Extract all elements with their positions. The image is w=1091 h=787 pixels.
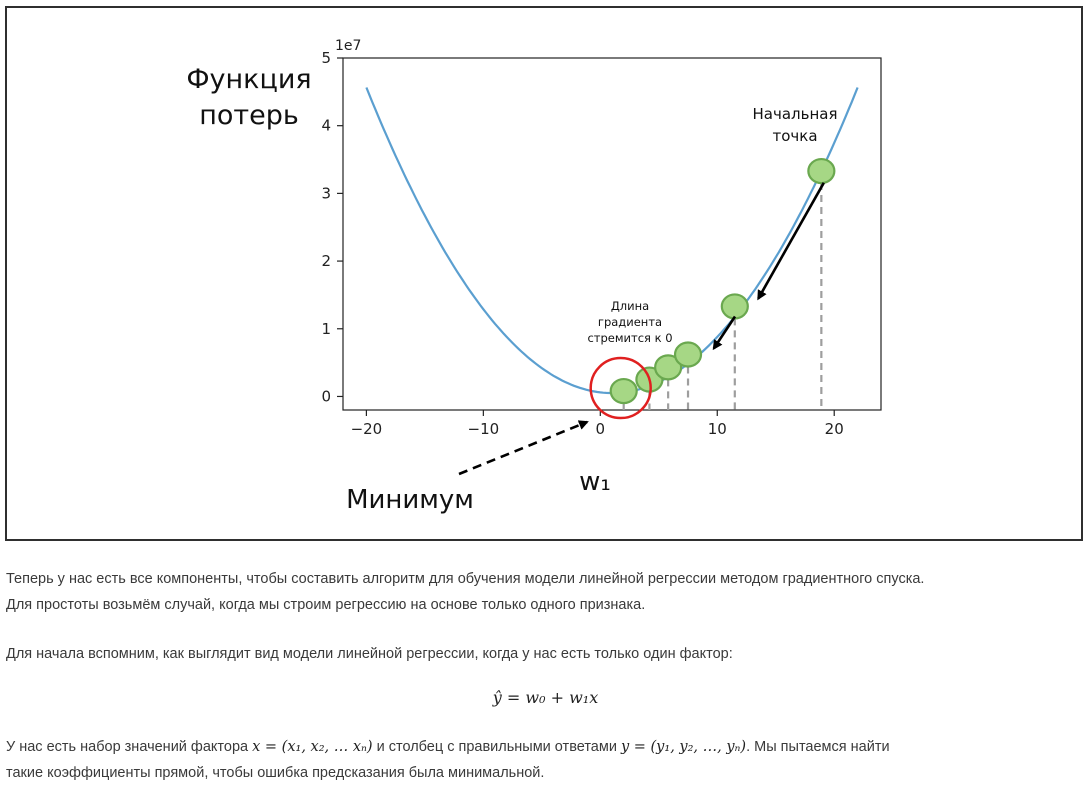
regression-formula: ŷ = w₀ + w₁x [492,688,599,707]
descent-point [807,157,836,185]
paragraph-2-line: Для начала вспомним, как выглядит вид мо… [6,646,733,662]
x-tick-label: 0 [596,420,606,438]
paragraph-3-text-a: У нас есть набор значений фактора [6,739,253,755]
descent-step-arrow [712,315,737,351]
y-tick-label: 2 [321,252,331,270]
descent-point [609,377,638,405]
y-tick-label: 3 [321,184,331,202]
y-tick-label: 0 [321,387,331,405]
figure-frame: −20 −10 0 10 20 0 1 2 3 4 5 1e7 Функция потерь w₁ … [5,6,1083,541]
y-axis-label-line1: Функция [186,64,311,95]
paragraph-3-line-1: У нас есть набор значений фактора x = (x… [6,734,890,760]
minimum-highlight-circle [589,356,652,420]
x-axis-label: w₁ [579,467,611,497]
descent-point [673,341,703,368]
y-multiplier: 1e7 [335,38,361,54]
descent-step-arrow [757,182,825,301]
start-point-label-line2: точка [772,127,817,145]
x-tick-label: −10 [468,420,500,438]
paragraph-2: Для начала вспомним, как выглядит вид мо… [6,641,733,667]
y-tick-label: 4 [321,117,331,135]
paragraph-3-line-2: такие коэффициенты прямой, чтобы ошибка … [6,765,545,781]
gradient-note-line2: градиента [598,315,662,329]
plot-area [342,57,882,411]
paragraph-3: У нас есть набор значений фактора x = (x… [6,734,890,786]
paragraph-3-text-b: и столбец с правильными ответами [372,739,621,755]
paragraph-1-line-1: Теперь у нас есть все компоненты, чтобы … [6,571,925,587]
x-tick-label: 10 [708,420,727,438]
answers-vector-math: y = (y₁, y₂, …, yₙ) [620,739,747,755]
y-axis-label-line2: потерь [199,100,299,131]
y-tick-label: 1 [321,320,331,338]
x-tick-label: −20 [351,420,383,438]
paragraph-1: Теперь у нас есть все компоненты, чтобы … [6,566,924,618]
descent-point [720,293,749,320]
y-tick-label: 5 [321,49,331,67]
gradient-note-line1: Длина [611,299,649,313]
paragraph-3-text-c: . Мы пытаемся найти [746,739,890,755]
descent-point [654,354,683,381]
gradient-note-line3: стремится к 0 [587,331,672,345]
start-point-label-line1: Начальная [753,105,838,123]
factor-vector-math: x = (x₁, x₂, … xₙ) [252,739,373,755]
x-tick-label: 20 [825,420,844,438]
minimum-label: Минимум [346,485,474,515]
minimum-dashed-arrow [458,420,589,476]
paragraph-1-line-2: Для простоты возьмём случай, когда мы ст… [6,597,646,613]
